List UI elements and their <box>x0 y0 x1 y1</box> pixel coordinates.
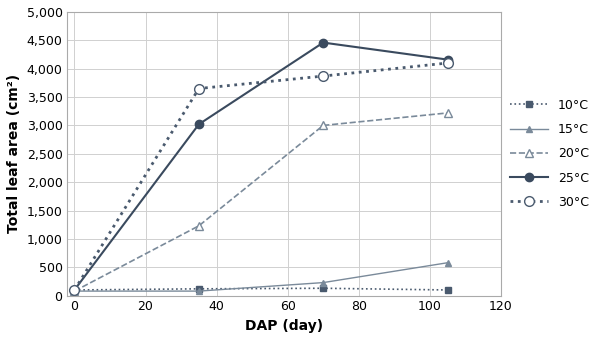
25°C <box>71 288 78 292</box>
Y-axis label: Total leaf area (cm²): Total leaf area (cm²) <box>7 74 21 233</box>
Legend: 10°C, 15°C, 20°C, 25°C, 30°C: 10°C, 15°C, 20°C, 25°C, 30°C <box>505 94 594 214</box>
20°C <box>71 289 78 293</box>
15°C <box>320 280 327 285</box>
30°C <box>320 74 327 78</box>
15°C <box>444 261 451 265</box>
25°C <box>444 57 451 62</box>
30°C <box>444 61 451 65</box>
Line: 15°C: 15°C <box>71 259 451 294</box>
Line: 10°C: 10°C <box>71 285 451 293</box>
Line: 25°C: 25°C <box>70 38 452 294</box>
30°C <box>195 86 203 90</box>
10°C <box>444 288 451 292</box>
10°C <box>320 286 327 290</box>
20°C <box>444 111 451 115</box>
15°C <box>71 289 78 293</box>
Line: 30°C: 30°C <box>70 58 453 295</box>
15°C <box>195 289 203 293</box>
X-axis label: DAP (day): DAP (day) <box>245 319 323 333</box>
20°C <box>195 224 203 228</box>
25°C <box>195 122 203 126</box>
20°C <box>320 123 327 128</box>
10°C <box>195 287 203 291</box>
Line: 20°C: 20°C <box>70 109 452 295</box>
30°C <box>71 288 78 292</box>
25°C <box>320 40 327 45</box>
10°C <box>71 288 78 292</box>
